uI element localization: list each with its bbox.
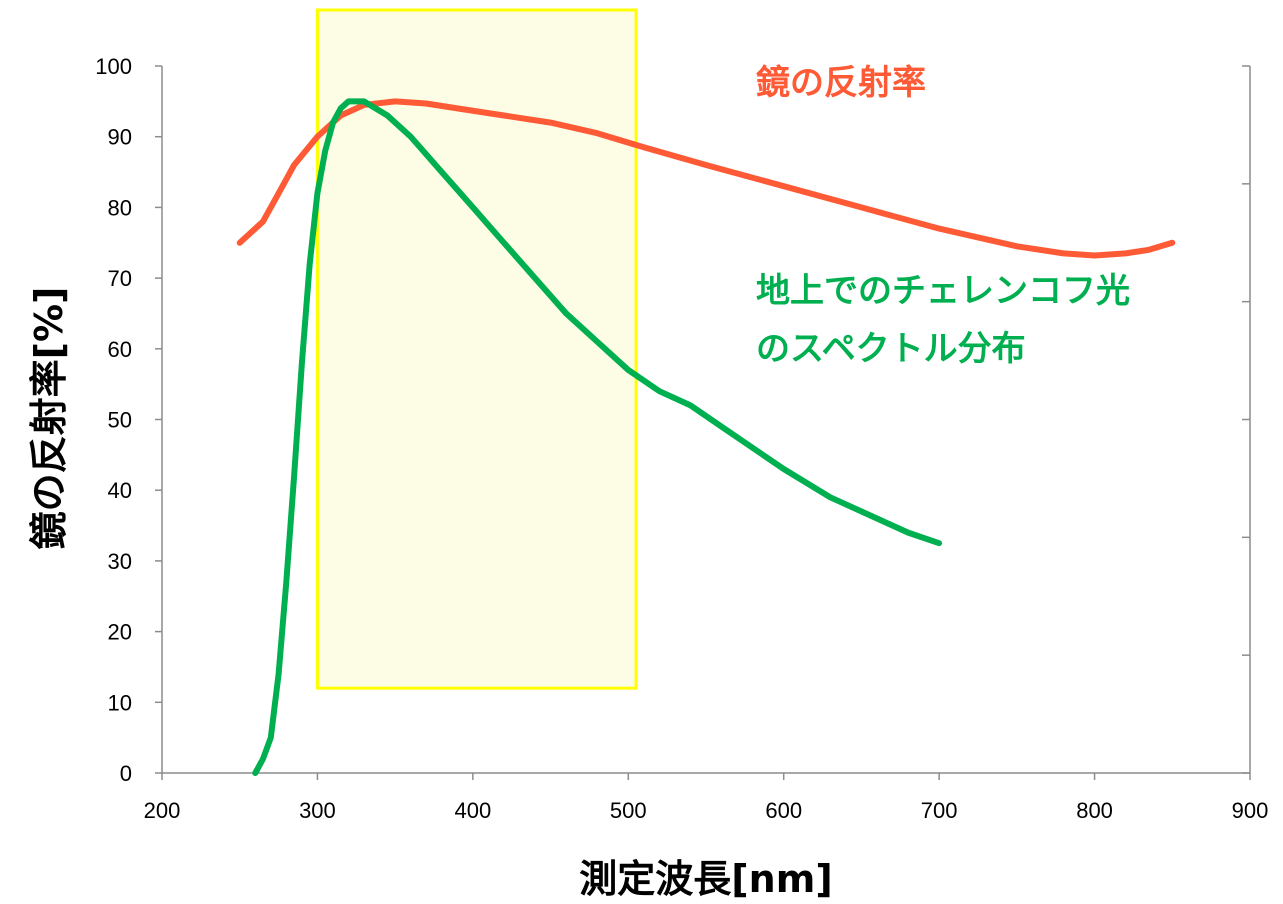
y-tick-label: 80 [108,195,132,220]
y-tick-label: 20 [108,620,132,645]
y-tick-label: 90 [108,125,132,150]
cherenkov-spectrum-line [252,98,943,776]
mirror-reflectance-line [236,98,1176,259]
mirror-reflectance-label: 鏡の反射率 [756,63,926,103]
x-tick-label: 300 [299,798,336,823]
x-tick-label: 800 [1076,798,1113,823]
x-tick-label: 900 [1232,798,1269,823]
y-tick-label: 40 [108,478,132,503]
y-tick-label: 70 [108,266,132,291]
cherenkov-spectrum-label-line2: のスペクトル分布 [756,329,1026,369]
x-tick-label: 500 [610,798,647,823]
x-tick-label: 400 [454,798,491,823]
x-axis-title: 測定波長[nm] [579,857,832,901]
y-tick-label: 30 [108,549,132,574]
y-tick-label: 50 [108,408,132,433]
y-tick-label: 0 [120,761,132,786]
highlight-band [315,8,638,690]
y-tick-label: 100 [95,54,132,79]
cherenkov-spectrum-label-line1: 地上でのチェレンコフ光 [756,271,1130,311]
x-tick-label: 200 [144,798,181,823]
y-tick-label: 10 [108,690,132,715]
y-tick-label: 60 [108,337,132,362]
y-axis-title: 鏡の反射率[%] [27,287,71,550]
x-tick-label: 700 [921,798,958,823]
x-tick-label: 600 [765,798,802,823]
